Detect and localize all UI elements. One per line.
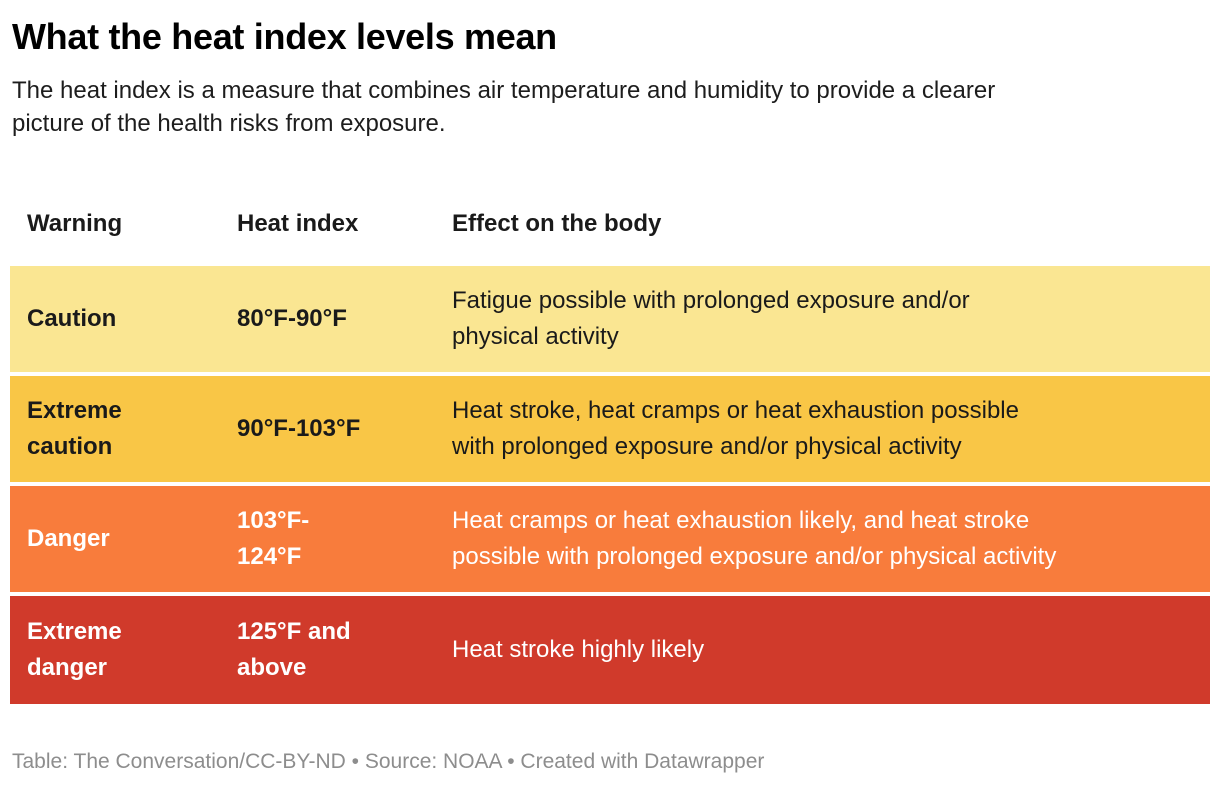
effect-cell: Heat cramps or heat exhaustion likely, a…: [435, 482, 1210, 594]
warning-cell: Danger: [10, 482, 220, 594]
table-row-extreme-caution: Extreme caution 90°F-103°F Heat stroke, …: [10, 372, 1210, 484]
effect-cell: Fatigue possible with prolonged exposure…: [435, 262, 1210, 374]
chart-title: What the heat index levels mean: [12, 16, 557, 57]
table-row-extreme-danger: Extreme danger 125°F and above Heat stro…: [10, 592, 1210, 704]
chart-description: The heat index is a measure that combine…: [12, 77, 996, 137]
heat-index-cell: 80°F-90°F: [220, 262, 435, 374]
heat-index-cell: 103°F- 124°F: [220, 482, 435, 594]
effect-cell: Heat stroke, heat cramps or heat exhaust…: [435, 372, 1210, 484]
table-row-danger: Danger 103°F- 124°F Heat cramps or heat …: [10, 482, 1210, 594]
column-header-warning: Warning: [27, 210, 123, 237]
effect-cell: Heat stroke highly likely: [435, 592, 1210, 704]
footer-attribution-text: Table: The Conversation/CC-BY-ND • Sourc…: [12, 750, 765, 773]
table-header-row: Warning Heat index Effect on the body: [10, 160, 1210, 264]
chart-footer: Table: The Conversation/CC-BY-ND • Sourc…: [12, 750, 1208, 774]
table-row-caution: Caution 80°F-90°F Fatigue possible with …: [10, 262, 1210, 374]
heat-index-table: Warning Heat index Effect on the body Ca…: [10, 160, 1210, 704]
warning-cell: Extreme caution: [10, 372, 220, 484]
heat-index-cell: 125°F and above: [220, 592, 435, 704]
column-header-heat-index: Heat index: [237, 210, 359, 237]
heat-index-cell: 90°F-103°F: [220, 372, 435, 484]
warning-cell: Caution: [10, 262, 220, 374]
column-header-effect: Effect on the body: [452, 210, 662, 237]
warning-cell: Extreme danger: [10, 592, 220, 704]
